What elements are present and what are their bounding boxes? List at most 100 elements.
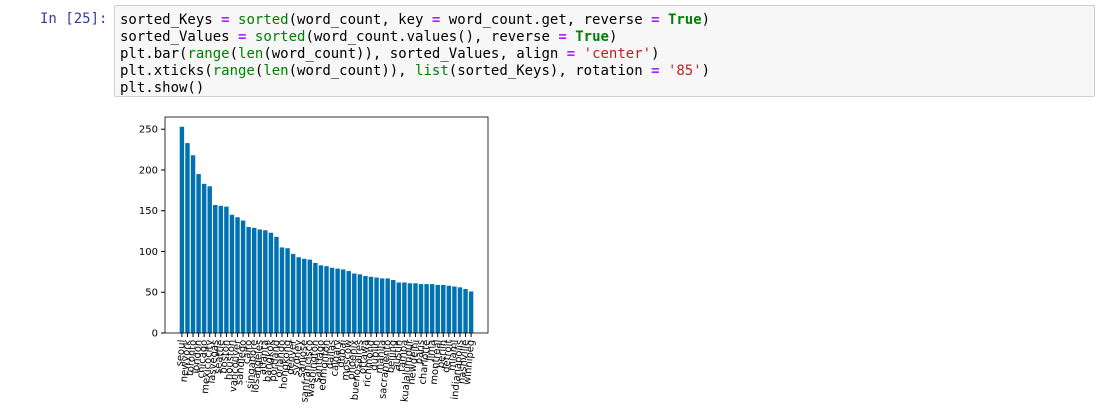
bar	[402, 282, 407, 333]
bar	[279, 247, 285, 333]
x-tick-label: miami	[447, 339, 461, 371]
bar	[246, 227, 251, 333]
code-token: (sorted_Keys), rotation	[448, 63, 652, 79]
code-cell[interactable]: sorted_Keys = sorted(word_count, key = w…	[114, 5, 1095, 97]
x-tick-label: richmond	[362, 339, 377, 387]
code-token: =	[431, 12, 441, 28]
x-tick-label: charlotte	[418, 339, 433, 385]
x-tick-label: sanjose	[296, 339, 310, 378]
y-tick-label: 0	[152, 329, 158, 340]
bar	[429, 284, 435, 333]
code-token: True	[575, 29, 609, 45]
x-tick-label: hongkong	[278, 339, 293, 389]
bar	[185, 143, 190, 333]
code-token: (word_count)), sorted_Values, align	[263, 46, 567, 62]
x-tick-label: bangkok	[262, 339, 277, 383]
code-token: )	[651, 46, 660, 62]
bar	[368, 276, 374, 333]
x-tick-label: dallas	[325, 339, 339, 369]
bar	[229, 214, 235, 333]
bar	[335, 268, 340, 333]
x-tick-label: berlin	[436, 339, 449, 368]
code-token: =	[651, 12, 660, 28]
code-token: sorted_Keys	[120, 12, 222, 28]
x-tick-label: portland	[268, 339, 283, 382]
bar	[363, 275, 368, 333]
code-token: word_count.get, reverse	[440, 12, 652, 28]
bar	[374, 277, 379, 333]
x-tick-label: cairo	[242, 339, 255, 364]
plot-frame	[164, 116, 489, 334]
bar	[213, 205, 218, 333]
bar	[407, 283, 413, 333]
bar	[468, 291, 474, 333]
code-token	[660, 63, 668, 79]
code-token: (word_count)),	[288, 63, 416, 79]
x-tick-label: sacramento	[378, 339, 394, 399]
bar	[435, 284, 440, 333]
bar	[346, 271, 351, 333]
bar	[274, 236, 279, 333]
x-tick-label: ottawa	[357, 339, 371, 374]
bar	[296, 257, 301, 333]
x-tick-label: tampa	[397, 339, 411, 372]
bar	[268, 232, 274, 333]
code-token: )	[608, 29, 618, 45]
x-tick-label: lasvegas	[206, 339, 221, 384]
y-tick-label: 200	[139, 165, 158, 176]
code-token: (word_count.values(), reverse	[305, 29, 559, 45]
code-token: =	[221, 12, 230, 28]
y-tick-label: 100	[139, 247, 158, 258]
x-tick-label: winnipeg	[462, 339, 477, 385]
code-line: sorted_Values = sorted(word_count.values…	[120, 29, 1094, 46]
code-token: range	[212, 63, 255, 79]
bar	[357, 274, 363, 333]
code-token: plt.show()	[120, 80, 205, 96]
code-line: plt.xticks(range(len(word_count)), list(…	[120, 63, 1094, 80]
x-tick-label: edmonton	[317, 339, 332, 391]
code-token	[575, 46, 583, 62]
x-tick-label: dubai	[336, 339, 349, 368]
x-tick-label: chicago	[196, 339, 210, 379]
y-tick-label: 150	[139, 206, 158, 217]
chart: 0 50 100 150 200 250 seoulnewyorktorontolondon…	[139, 116, 489, 403]
code-token: )	[701, 63, 711, 79]
x-tick-label: losangeles	[250, 339, 266, 393]
bar	[285, 248, 290, 333]
code-token: =	[651, 63, 660, 79]
bar	[263, 230, 268, 333]
x-tick-label: manila	[374, 339, 388, 374]
x-tick-label: newyork	[179, 339, 194, 383]
bar	[352, 273, 357, 333]
bar	[452, 286, 457, 333]
code-token: sorted_Values	[120, 29, 239, 45]
x-tick-label: toronto	[185, 339, 199, 376]
x-tick-label: sandiego	[234, 339, 249, 385]
bar	[240, 220, 246, 333]
code-token: len	[263, 63, 289, 79]
x-tick-label: boston	[218, 339, 232, 374]
bar	[463, 288, 468, 333]
bar	[318, 265, 324, 333]
code-line: plt.bar(range(len(word_count)), sorted_V…	[120, 46, 1094, 63]
bar	[235, 217, 240, 333]
bar	[290, 253, 296, 333]
code-token: plt.bar(	[120, 46, 188, 62]
bar	[385, 278, 390, 333]
x-tick-label: nashville	[457, 339, 472, 384]
bar	[396, 282, 402, 333]
bar	[257, 229, 262, 333]
bar	[418, 284, 424, 333]
bar	[424, 284, 429, 333]
code-token: =	[238, 29, 247, 45]
code-token: range	[187, 46, 230, 62]
code-token: plt.xticks(	[120, 63, 213, 79]
code-token: sorted	[254, 29, 306, 45]
x-tick-label: sydney	[291, 339, 305, 376]
code-line: plt.show()	[120, 80, 1094, 97]
bar	[340, 269, 346, 333]
x-tick-label: singapore	[245, 339, 260, 389]
code-token: True	[667, 12, 702, 28]
x-tick-label: lima	[425, 339, 438, 361]
x-tick-label: orlando	[274, 339, 288, 378]
